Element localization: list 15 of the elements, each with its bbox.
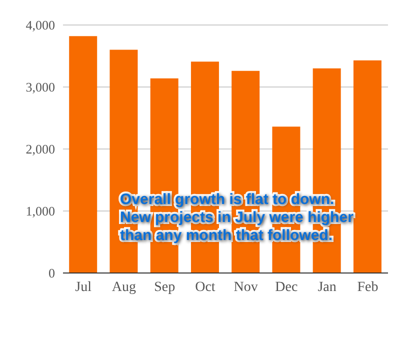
x-tick-label: Nov [234,280,258,295]
y-tick-label: 0 [48,266,55,281]
bar [69,36,98,273]
y-tick-label: 1,000 [26,204,55,219]
y-tick-label: 4,000 [26,18,55,33]
x-tick-label: Jul [75,280,92,295]
x-tick-label: Jan [318,280,336,295]
y-tick-label: 2,000 [26,142,55,157]
x-tick-label: Feb [357,280,378,295]
x-tick-label: Dec [275,280,298,295]
bar [353,60,382,273]
x-tick-label: Sep [154,280,176,295]
x-tick-label: Oct [195,280,216,295]
x-tick-label: Aug [112,280,136,295]
y-tick-label: 3,000 [26,80,55,95]
